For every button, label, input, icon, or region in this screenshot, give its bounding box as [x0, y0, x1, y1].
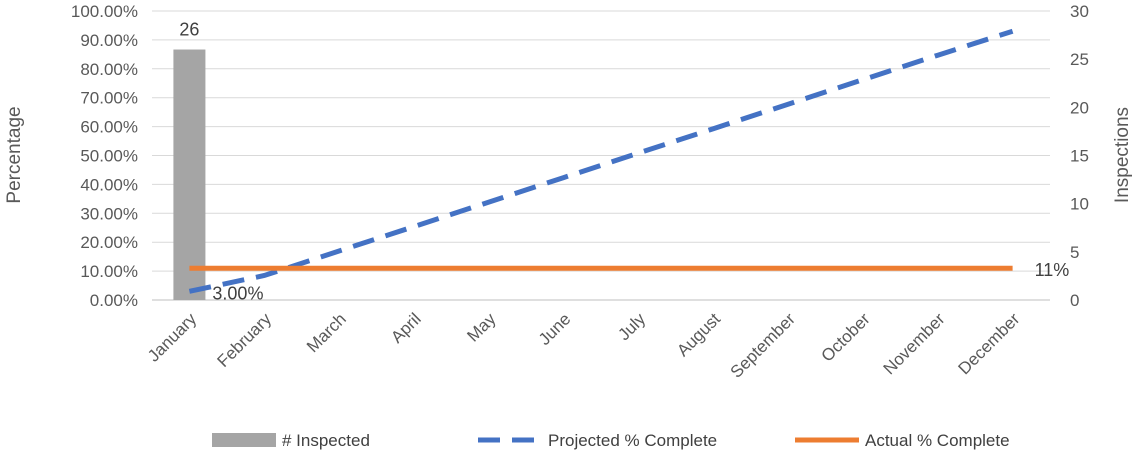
secondary-y-tick-label: 5 [1070, 243, 1079, 262]
x-tick-label: October [818, 309, 874, 365]
projected-complete-line [188, 28, 1014, 294]
primary-y-tick-label: 50.00% [80, 147, 138, 166]
x-tick-label: February [214, 309, 276, 371]
bar-data-label: 26 [179, 20, 199, 40]
bar-inspected [173, 49, 206, 301]
secondary-y-tick-label: 0 [1070, 291, 1079, 310]
actual-complete-data-label: 11% [1035, 260, 1070, 280]
primary-y-tick-label: 10.00% [80, 262, 138, 281]
x-tick-label: March [303, 309, 350, 356]
plot-area: 26 3.00% 11% [173, 20, 1070, 303]
legend-label-actual-complete: Actual % Complete [865, 431, 1010, 450]
secondary-y-tick-label: 20 [1070, 98, 1089, 117]
secondary-y-tick-label: 25 [1070, 50, 1089, 69]
primary-y-tick-label: 100.00% [71, 2, 138, 21]
legend-label-inspected: # Inspected [282, 431, 370, 450]
x-tick-label: November [880, 309, 949, 378]
x-axis-ticks: January February March April May June July Augu… [144, 309, 1024, 382]
primary-y-axis-title: Percentage [4, 106, 25, 203]
legend-swatch-inspected [212, 433, 276, 447]
secondary-y-tick-label: 15 [1070, 147, 1089, 166]
primary-y-tick-label: 30.00% [80, 204, 138, 223]
x-tick-label: January [144, 309, 201, 366]
x-tick-label: May [463, 309, 499, 345]
secondary-y-axis-title: Inspections [1112, 107, 1133, 203]
x-tick-label: August [673, 309, 724, 360]
secondary-y-axis-ticks: 0 5 10 15 20 25 30 [1070, 2, 1089, 310]
legend-label-projected-complete: Projected % Complete [548, 431, 717, 450]
primary-y-tick-label: 70.00% [80, 89, 138, 108]
x-tick-label: June [535, 309, 575, 349]
x-tick-label: December [955, 309, 1024, 378]
primary-y-tick-label: 20.00% [80, 233, 138, 252]
x-tick-label: September [727, 309, 799, 381]
primary-y-tick-label: 0.00% [90, 291, 138, 310]
x-tick-label: July [614, 309, 649, 344]
primary-y-tick-label: 40.00% [80, 175, 138, 194]
primary-y-axis-ticks: 0.00% 10.00% 20.00% 30.00% 40.00% 50.00% 60.00… [71, 2, 138, 310]
legend: # Inspected Projected % Complete Actual % … [212, 431, 1010, 450]
x-tick-label: April [387, 309, 424, 346]
secondary-y-tick-label: 10 [1070, 195, 1089, 214]
primary-y-tick-label: 80.00% [80, 60, 138, 79]
primary-y-tick-label: 60.00% [80, 118, 138, 137]
primary-y-tick-label: 90.00% [80, 31, 138, 50]
projected-complete-data-label: 3.00% [212, 283, 263, 303]
secondary-y-tick-label: 30 [1070, 2, 1089, 21]
gridlines [152, 10, 1050, 301]
